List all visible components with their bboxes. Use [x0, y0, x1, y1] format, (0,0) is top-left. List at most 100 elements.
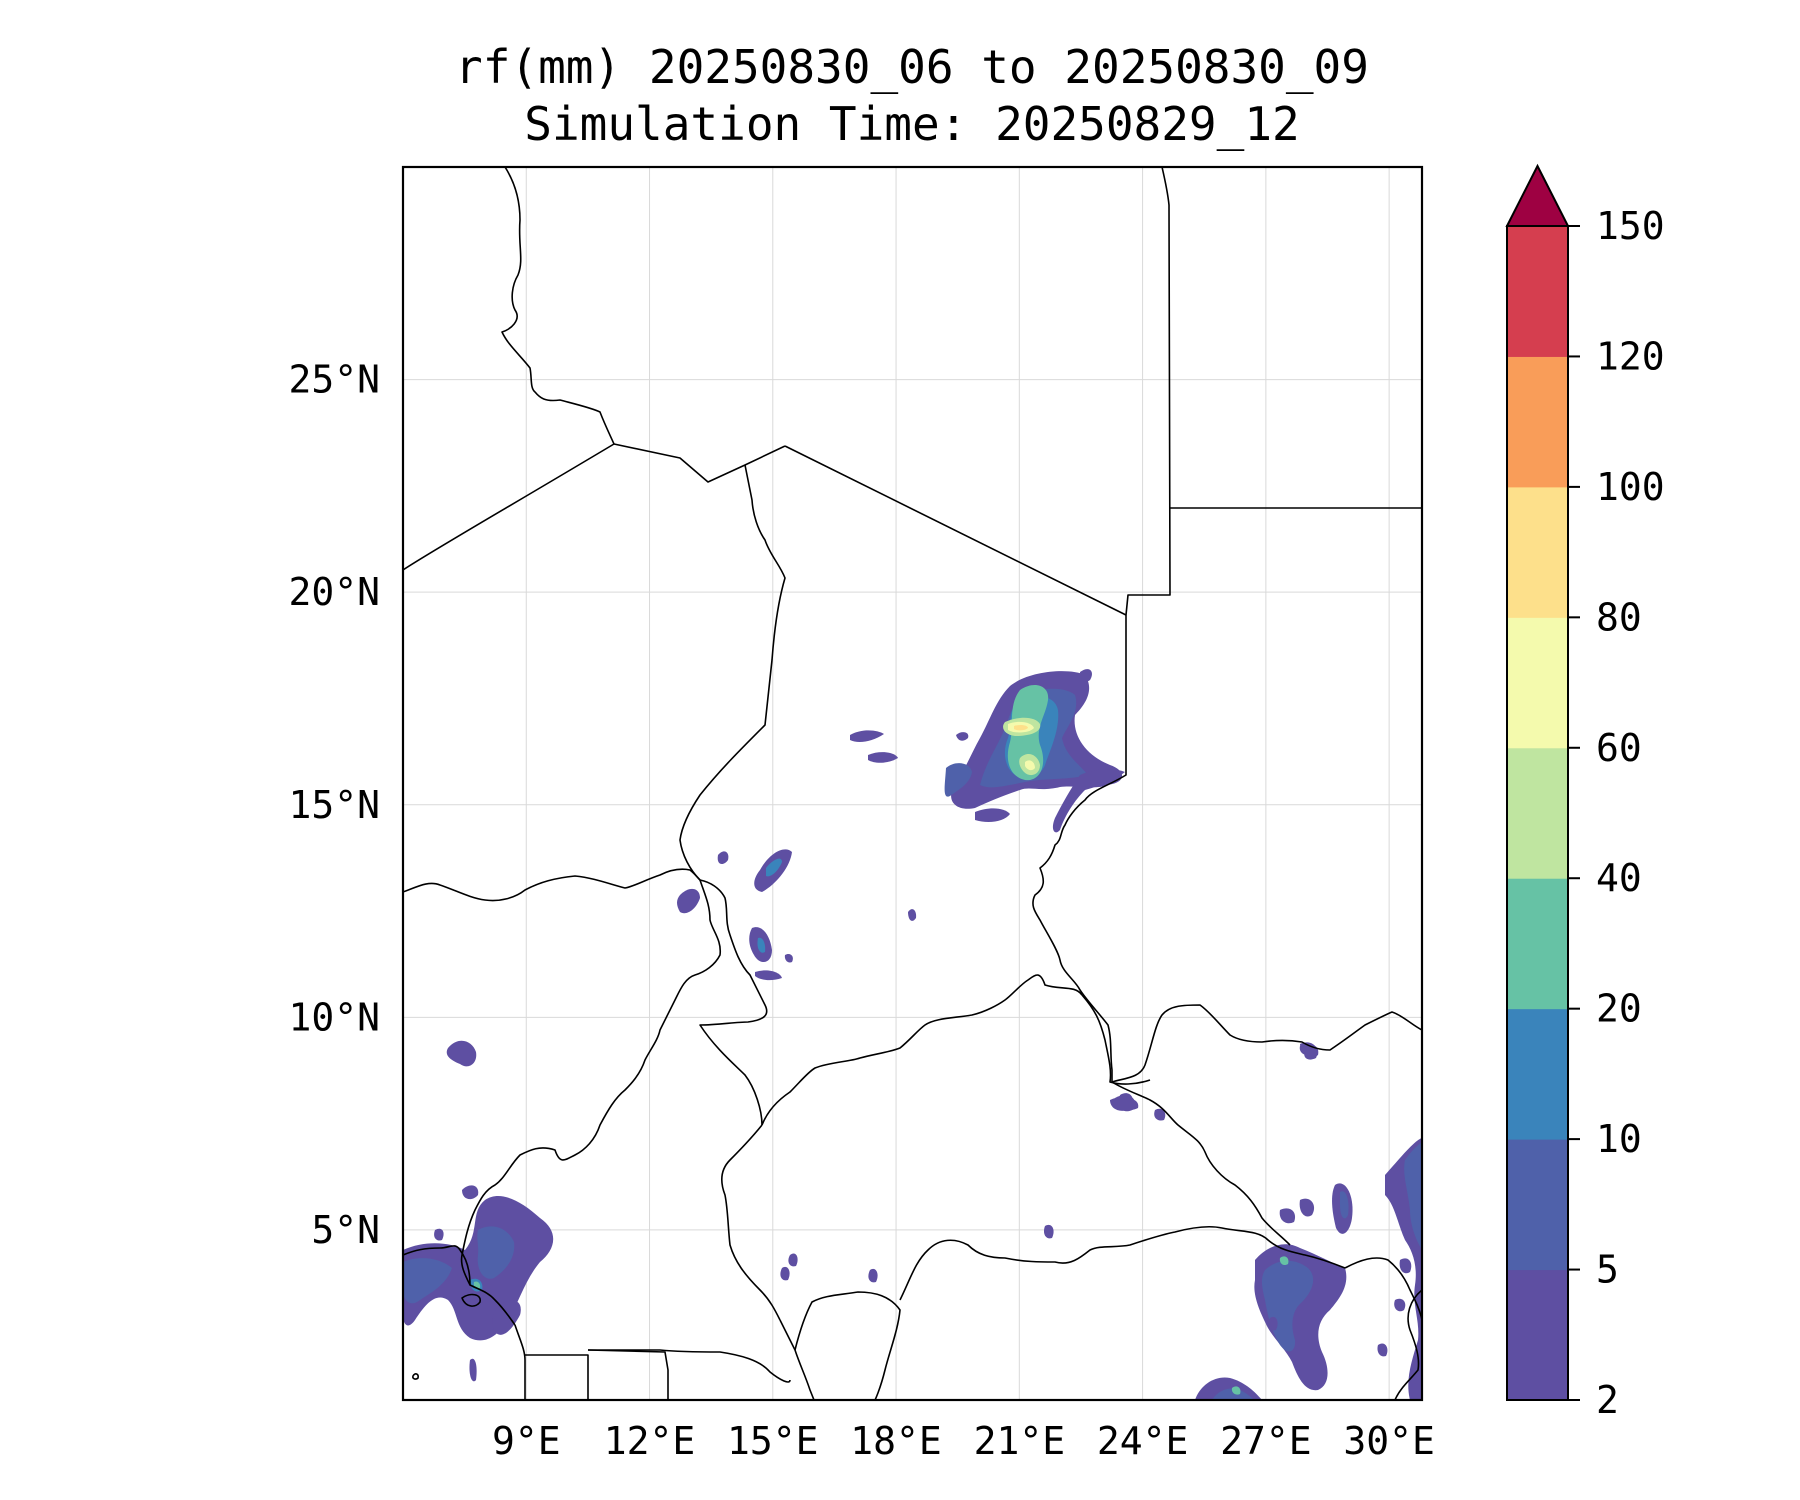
border-chad-car: [761, 974, 1083, 1126]
rain-cell-sw-north: [462, 1185, 479, 1200]
island-bioko: [461, 1293, 481, 1307]
colorbar-band: [1507, 226, 1568, 357]
colorbar-band: [1507, 356, 1568, 488]
border-car-drc: [794, 1291, 901, 1400]
border-nigeria-cameroon: [460, 879, 722, 1326]
rain-cell-dot-7: [1154, 1108, 1166, 1121]
colorbar-tick-label: 20: [1596, 987, 1642, 1031]
rain-cell-darfur-west: [944, 763, 972, 797]
border-gabon-eq: [525, 1354, 589, 1400]
border-libya-chad-sudan: [784, 445, 1127, 616]
border-algeria-libya: [501, 167, 615, 445]
border-sudan-south-sudan: [1111, 1004, 1422, 1083]
border-congo-car: [779, 1319, 815, 1400]
border-cameroon-car: [720, 1124, 781, 1321]
border-car-sudan: [1081, 994, 1151, 1085]
border-chad-sudan: [1032, 615, 1127, 1082]
rain-cell-darfur-south-60: [1025, 760, 1035, 771]
rain-cell-sw-south: [469, 1358, 477, 1382]
rain-cell-border-strip: [1052, 769, 1125, 833]
map-title-line2: Simulation Time: 20250829_12: [524, 97, 1299, 151]
rainfall-shading: [403, 669, 1422, 1400]
border-car-south-sudan: [1111, 1081, 1291, 1246]
lon-tick-label: 9°E: [492, 1419, 561, 1463]
lat-tick-label: 10°N: [288, 995, 380, 1039]
rain-cell-east-small5: [1377, 1343, 1388, 1357]
rain-cell-chad-5: [850, 730, 884, 742]
lon-tick-label: 18°E: [850, 1419, 942, 1463]
rain-cell-darfur-sw: [975, 808, 1010, 822]
lon-tick-label: 12°E: [604, 1419, 696, 1463]
country-borders: [403, 167, 1422, 1400]
rain-cell-east-1b: [1340, 1191, 1349, 1219]
rain-cell-chad-8: [755, 970, 782, 981]
map-frame: [401, 165, 1424, 1402]
rain-cell-darfur-ne: [1080, 669, 1092, 682]
rain-cell-chad-9: [784, 953, 793, 963]
colorbar-frame: [1506, 225, 1569, 1401]
rain-cell-chad-7: [908, 909, 917, 921]
colorbar-tick-label: 2: [1596, 1378, 1619, 1422]
border-chad-nigeria-cameroon: [699, 879, 768, 1126]
colorbar-extend-triangle: [1505, 163, 1570, 227]
rain-cell-sw-east: [492, 1300, 521, 1335]
rain-cell-dot-8: [1304, 1047, 1318, 1060]
colorbar-tick-label: 100: [1596, 465, 1665, 509]
colorbar-band: [1507, 1139, 1568, 1271]
lon-tick-label: 24°E: [1097, 1419, 1189, 1463]
colorbar-tick-label: 150: [1596, 204, 1665, 248]
lon-tick-label: 21°E: [974, 1419, 1066, 1463]
colorbar-band: [1507, 617, 1568, 749]
colorbar-tick-labels: 2 5 10 20 40 60 80 100 120 150: [1568, 204, 1665, 1422]
rain-cell-nigeria-1: [446, 1040, 477, 1067]
border-uganda-drc: [1344, 1257, 1422, 1321]
lat-tick-label: 15°N: [288, 783, 380, 827]
rain-cell-dot-2: [780, 1266, 790, 1281]
colorbar-tick-label: 60: [1596, 726, 1642, 770]
border-niger-chad: [679, 464, 786, 881]
border-south-sudan-east: [1394, 1289, 1422, 1400]
island-small: [412, 1373, 419, 1380]
lon-tick-label: 30°E: [1343, 1419, 1435, 1463]
border-gulf-coast: [403, 1245, 471, 1286]
lon-tick-label: 15°E: [727, 1419, 819, 1463]
map-panel: 9°E 12°E 15°E 18°E 21°E 24°E 27°E 30°E 5°N 10°N 1…: [288, 165, 1435, 1463]
rain-cell-sw-far: [434, 1228, 444, 1241]
rain-cell-sw-west: [403, 1258, 452, 1304]
rain-cell-dot-1: [788, 1253, 798, 1267]
rain-cell-dot-3: [868, 1268, 878, 1283]
rain-cell-chad-4: [717, 851, 729, 865]
colorbar-tick-label: 40: [1596, 856, 1642, 900]
colorbar-tick-label: 80: [1596, 595, 1642, 639]
colorbar: 2 5 10 20 40 60 80 100 120 150: [1505, 163, 1665, 1422]
colorbar-band: [1507, 486, 1568, 618]
border-cameroon-south: [514, 1324, 526, 1400]
rain-cell-east-small2: [1279, 1208, 1296, 1224]
rain-cell-chad-3: [677, 888, 700, 914]
border-niger-algeria-mali: [403, 443, 786, 571]
rain-cell-se-bottom-in: [1212, 1388, 1254, 1400]
lat-tick-label: 25°N: [288, 358, 380, 402]
lat-tick-label: 20°N: [288, 570, 380, 614]
colorbar-tick-label: 10: [1596, 1117, 1642, 1161]
rain-cell-east-small4: [1394, 1298, 1406, 1312]
rain-cell-dot-5: [1117, 1098, 1133, 1112]
map-title-line1: rf(mm) 20250830_06 to 20250830_09: [455, 40, 1369, 94]
colorbar-band: [1507, 747, 1568, 879]
rain-cell-se-bottom-core: [1231, 1386, 1241, 1395]
rain-cell-darfur-80: [1014, 724, 1028, 731]
colorbar-tick-label: 5: [1596, 1248, 1619, 1292]
rain-cell-chad-10: [956, 732, 969, 741]
border-cameroon-gabon: [588, 1349, 791, 1383]
colorbar-band: [1507, 1269, 1568, 1401]
rain-cell-east-edge-in: [1404, 1142, 1422, 1250]
map-background: [403, 167, 1422, 1400]
border-cameroon-congo: [587, 1349, 669, 1400]
rain-cell-dot-6: [1268, 1316, 1278, 1331]
rain-cell-east-small3: [1399, 1258, 1412, 1274]
lon-tick-label: 27°E: [1220, 1419, 1312, 1463]
rain-cell-chad-2b: [757, 937, 766, 953]
border-egypt-libya: [1125, 167, 1171, 616]
rain-cell-dot-4: [1043, 1224, 1054, 1239]
